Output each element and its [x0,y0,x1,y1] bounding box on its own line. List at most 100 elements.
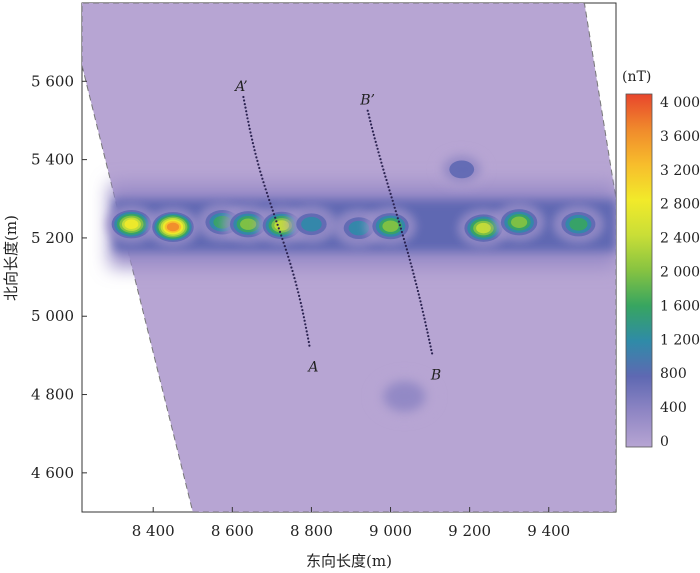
profile-point [243,103,246,106]
profile-point [298,294,301,297]
profile-point [247,124,251,127]
profile-end-label: B’ [359,93,375,109]
profile-point [423,317,426,320]
x-axis-ticks: 8 400 8 600 8 800 9 000 9 200 9 400 [132,507,570,540]
profile-point [301,309,304,312]
profile-point [282,241,285,244]
profile-point [250,134,253,138]
profile-point [397,220,400,223]
profile-point [264,188,267,191]
colorbar-tick-label: 4 000 [660,95,700,111]
profile-point [299,301,302,305]
profile-point [419,300,422,303]
profile-point [391,199,394,202]
profile-point [408,258,411,261]
anomaly-spot [106,206,157,243]
profile-point [388,189,391,192]
profile-point [416,286,419,289]
profile-point [303,319,306,322]
x-axis-label: 东向长度(m) [306,552,392,570]
profile-line: A A’ [233,79,318,376]
colorbar-tick-label: 2 800 [660,197,700,213]
profile-point [431,352,434,355]
profile-point [414,279,417,282]
profile-point [416,289,419,293]
profile-point [428,341,431,345]
profile-point [376,147,379,150]
anomaly-spots [106,151,604,421]
profile-point [411,269,414,272]
profile-point [405,248,408,251]
profile-point [377,151,380,154]
profile-point [427,335,430,338]
profile-point [373,137,376,140]
profile-point [266,195,270,198]
profile-point [381,165,384,168]
profile-point [392,203,395,206]
profile-point [370,126,374,130]
profile-point [286,252,289,255]
profile-point [291,269,294,273]
profile-point [287,255,290,258]
anomaly-spot [286,206,337,243]
profile-point [374,140,377,143]
x-tick-label: 8 400 [132,522,175,540]
profile-point [269,202,272,205]
profile-point [255,156,258,159]
profile-point [302,316,305,319]
colorbar-tick-label: 2 400 [660,231,700,247]
profile-point [251,138,254,141]
profile-point [430,348,433,352]
profile-point [415,283,418,286]
profile-start-label: B [430,367,441,383]
profile-point [270,206,273,209]
profile-point [304,326,308,329]
profile-point [428,338,431,341]
anomaly-spot [365,208,416,245]
profile-point [422,314,425,317]
profile-point [295,284,298,287]
profile-point [254,152,257,155]
profile-point [274,216,277,219]
profile-point [297,291,300,294]
profile-point [242,95,245,99]
profile-point [385,178,388,182]
profile-point [256,159,259,162]
profile-point [268,198,271,202]
colorbar-tick-label: 400 [660,400,687,416]
profile-point [293,277,296,280]
profile-point [305,330,308,333]
profile-point [417,293,420,296]
profile-point [406,251,409,254]
x-tick-label: 8 600 [211,522,254,540]
profile-point [260,174,263,177]
profile-point [276,223,279,226]
anomaly-spot [371,372,438,421]
profile-point [366,109,369,112]
profile-point [387,185,390,189]
profile-point [409,262,412,265]
profile-point [306,333,309,336]
profile-point [281,237,284,241]
anomaly-spot [494,204,545,241]
profile-point [308,344,311,347]
colorbar-tick-label: 0 [660,434,669,450]
profile-point [375,144,378,147]
x-tick-label: 9 200 [448,522,491,540]
profile-point [389,192,392,195]
profile-point [307,340,310,344]
anomaly-spot [436,151,487,188]
profile-point [382,168,385,171]
profile-point [280,234,283,237]
y-tick-label: 5 000 [31,307,74,325]
profile-point [399,227,402,230]
y-axis-label: 北向长度(m) [2,215,20,301]
profile-point [404,244,407,247]
colorbar-tick-label: 3 600 [660,129,700,145]
profile-point [302,312,305,315]
y-tick-label: 4 600 [31,464,74,482]
profile-point [413,276,416,279]
profile-point [383,172,386,175]
profile-point [402,237,405,241]
profile-point [379,158,382,161]
